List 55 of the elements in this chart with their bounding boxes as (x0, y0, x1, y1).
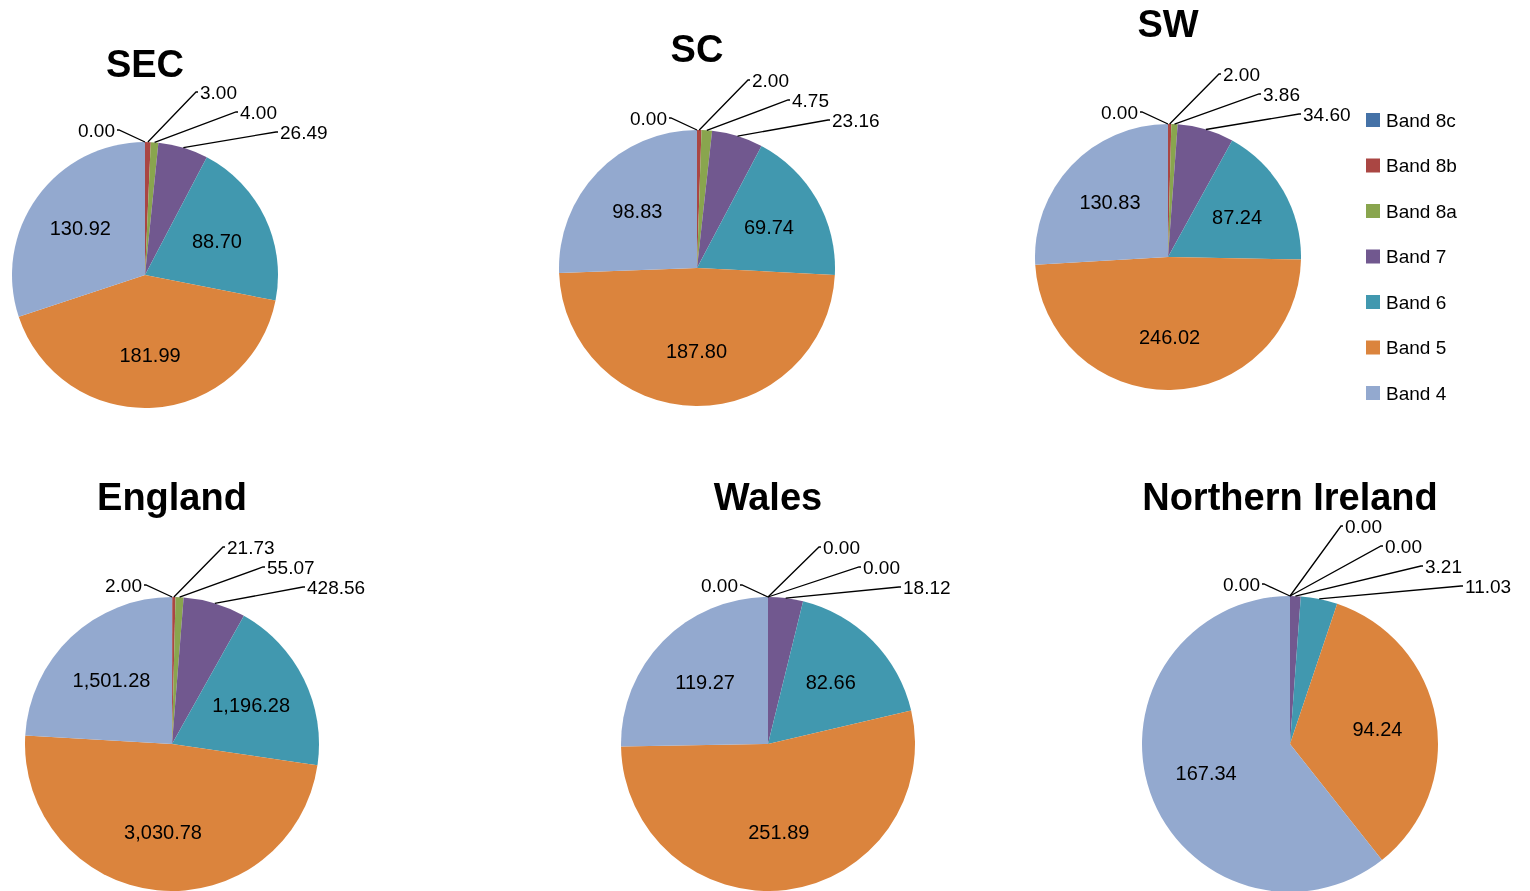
legend-label: Band 5 (1386, 337, 1447, 359)
text: 0.00 (863, 556, 900, 578)
data-label: 1,501.28 (72, 668, 151, 691)
data-label: 187.80 (665, 339, 728, 362)
legend-label: Band 6 (1386, 291, 1447, 313)
text: 0.00 (823, 536, 860, 558)
legend-label: Band 8b (1386, 155, 1457, 177)
data-label: 4.00 (240, 101, 277, 123)
data-label: 4.75 (792, 89, 829, 111)
data-label: 167.34 (1175, 762, 1237, 785)
data-label: 428.56 (307, 576, 366, 598)
legend-label: Band 8c (1386, 109, 1456, 131)
data-label: 3.86 (1263, 83, 1300, 105)
text: 0.00 (1101, 101, 1138, 123)
data-label: 94.24 (1352, 717, 1403, 740)
data-label: 130.83 (1079, 191, 1141, 214)
data-label: 23.16 (832, 109, 880, 131)
text: 0.00 (630, 107, 667, 129)
chart-title: SC (670, 28, 724, 70)
legend-label: Band 4 (1386, 382, 1447, 404)
legend-label: Band 8a (1386, 200, 1458, 222)
chart-title: SEC (105, 43, 185, 85)
data-label: 3,030.78 (124, 820, 202, 843)
data-label: 21.73 (227, 536, 275, 558)
data-label: 181.99 (119, 343, 181, 366)
legend-label: Band 7 (1386, 246, 1447, 268)
chart-title: Wales (713, 476, 823, 518)
text: 0.00 (1223, 573, 1260, 595)
data-label: 130.92 (49, 217, 111, 240)
data-label: 2.00 (752, 69, 789, 91)
data-label: 69.74 (743, 216, 795, 239)
text: 0.00 (1345, 515, 1382, 537)
data-label: 119.27 (675, 671, 735, 694)
data-label: 26.49 (280, 121, 328, 143)
data-label: 11.03 (1465, 575, 1512, 597)
text: 0.00 (1385, 535, 1422, 557)
chart-title: SW (1137, 3, 1199, 45)
chart-title: Northern Ireland (1142, 476, 1438, 518)
data-label: 2.00 (105, 574, 142, 596)
text: 0.00 (701, 574, 738, 596)
data-label: 3.21 (1425, 555, 1462, 577)
text: 0.00 (78, 119, 115, 141)
data-label: 18.12 (903, 576, 951, 598)
data-label: 98.83 (612, 199, 663, 222)
data-label: 34.60 (1303, 103, 1351, 125)
data-label: 246.02 (1138, 325, 1201, 348)
chart-title: England (97, 476, 247, 518)
data-label: 87.24 (1212, 206, 1263, 229)
data-label: 1,196.28 (212, 694, 291, 717)
data-label: 2.00 (1223, 63, 1260, 85)
data-label: 3.00 (200, 81, 237, 103)
data-label: 251.89 (748, 820, 810, 843)
data-label: 55.07 (267, 556, 315, 578)
data-label: 82.66 (805, 671, 856, 694)
data-label: 88.70 (191, 229, 242, 252)
